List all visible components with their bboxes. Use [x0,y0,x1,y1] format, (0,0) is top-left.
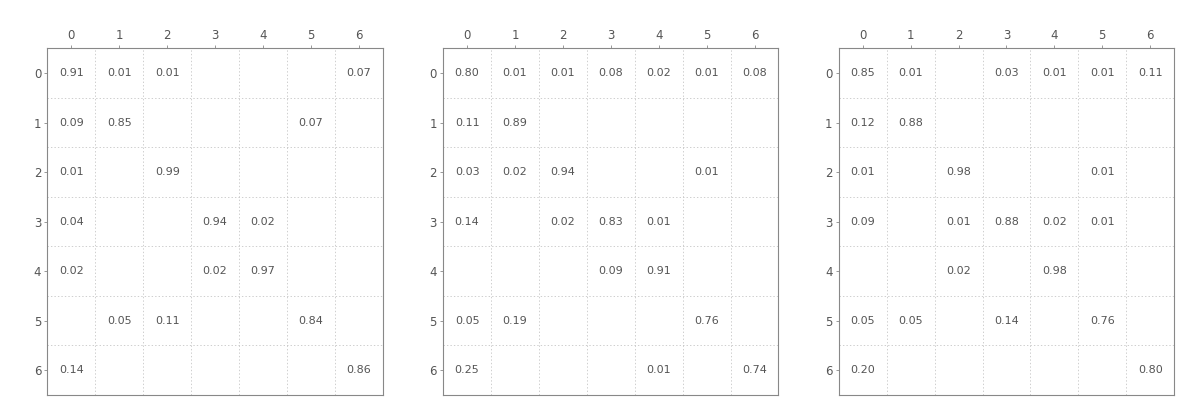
Text: 0.07: 0.07 [346,68,371,78]
Text: 0.99: 0.99 [154,167,179,177]
Text: 0.05: 0.05 [107,316,132,326]
Text: 0.76: 0.76 [694,316,719,326]
Text: 0.03: 0.03 [454,167,479,177]
Text: 0.01: 0.01 [550,68,575,78]
Text: 0.02: 0.02 [946,266,971,276]
Text: 0.85: 0.85 [850,68,875,78]
Text: 0.02: 0.02 [646,68,671,78]
Text: 0.07: 0.07 [299,118,324,128]
Text: 0.01: 0.01 [850,167,875,177]
Text: 0.14: 0.14 [59,365,84,375]
Text: 0.08: 0.08 [599,68,623,78]
Text: 0.98: 0.98 [1042,266,1067,276]
Text: 0.01: 0.01 [503,68,528,78]
Text: 0.14: 0.14 [454,217,479,226]
Text: 0.03: 0.03 [994,68,1019,78]
Text: 0.88: 0.88 [994,217,1019,226]
Text: 0.14: 0.14 [994,316,1019,326]
Text: 0.09: 0.09 [59,118,84,128]
Text: 0.94: 0.94 [550,167,575,177]
Text: 0.12: 0.12 [850,118,875,128]
Text: 0.01: 0.01 [694,68,719,78]
Text: 0.01: 0.01 [1090,68,1115,78]
Text: 0.11: 0.11 [155,316,179,326]
Text: 0.01: 0.01 [107,68,132,78]
Text: 0.76: 0.76 [1090,316,1115,326]
Text: 0.02: 0.02 [1042,217,1066,226]
Text: 0.83: 0.83 [599,217,623,226]
Text: 0.11: 0.11 [1137,68,1162,78]
Text: 0.02: 0.02 [503,167,528,177]
Text: 0.01: 0.01 [59,167,84,177]
Text: 0.85: 0.85 [107,118,132,128]
Text: 0.20: 0.20 [850,365,875,375]
Text: 0.01: 0.01 [946,217,971,226]
Text: 0.01: 0.01 [646,217,671,226]
Text: 0.98: 0.98 [946,167,971,177]
Text: 0.88: 0.88 [898,118,923,128]
Text: 0.01: 0.01 [646,365,671,375]
Text: 0.01: 0.01 [1090,167,1115,177]
Text: 0.97: 0.97 [250,266,275,276]
Text: 0.01: 0.01 [1090,217,1115,226]
Text: 0.04: 0.04 [59,217,84,226]
Text: 0.09: 0.09 [599,266,623,276]
Text: 0.08: 0.08 [742,68,767,78]
Text: 0.94: 0.94 [203,217,228,226]
Text: 0.02: 0.02 [250,217,275,226]
Text: 0.05: 0.05 [898,316,923,326]
Text: 0.02: 0.02 [59,266,84,276]
Text: 0.02: 0.02 [203,266,228,276]
Text: 0.91: 0.91 [59,68,84,78]
Text: 0.74: 0.74 [742,365,767,375]
Text: 0.05: 0.05 [850,316,875,326]
Text: 0.01: 0.01 [155,68,179,78]
Text: 0.02: 0.02 [550,217,575,226]
Text: 0.19: 0.19 [503,316,528,326]
Text: 0.11: 0.11 [454,118,479,128]
Text: 0.80: 0.80 [454,68,479,78]
Text: 0.84: 0.84 [299,316,324,326]
Text: 0.01: 0.01 [898,68,923,78]
Text: 0.01: 0.01 [1042,68,1066,78]
Text: 0.86: 0.86 [346,365,371,375]
Text: 0.01: 0.01 [694,167,719,177]
Text: 0.05: 0.05 [454,316,479,326]
Text: 0.89: 0.89 [503,118,528,128]
Text: 0.80: 0.80 [1137,365,1162,375]
Text: 0.91: 0.91 [646,266,671,276]
Text: 0.25: 0.25 [454,365,479,375]
Text: 0.09: 0.09 [850,217,875,226]
